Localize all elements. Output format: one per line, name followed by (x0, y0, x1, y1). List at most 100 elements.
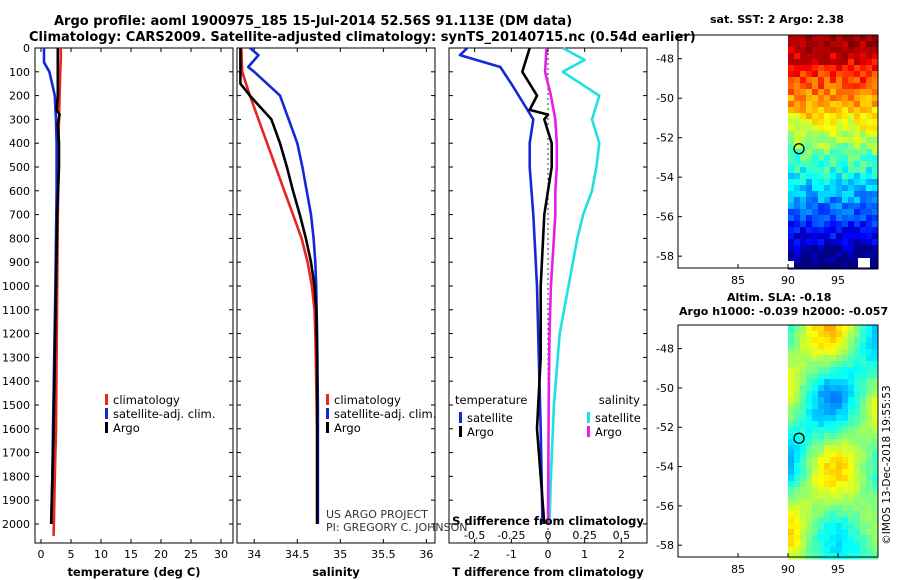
heatmap-cell (866, 487, 873, 494)
heatmap-cell (824, 197, 831, 204)
heatmap-cell (812, 505, 819, 512)
heatmap-cell (824, 361, 831, 368)
heatmap-cell (794, 475, 801, 482)
heatmap-cell (866, 385, 873, 392)
heatmap-cell (848, 499, 855, 506)
heatmap-cell (848, 179, 855, 186)
heatmap-cell (794, 71, 801, 78)
heatmap-cell (854, 71, 861, 78)
heatmap-cell (812, 197, 819, 204)
heatmap-cell (842, 257, 849, 264)
x-tick-label: 5 (68, 548, 75, 561)
heatmap-cell (872, 517, 879, 524)
x-tick-label: 0 (545, 548, 552, 561)
heatmap-cell (794, 337, 801, 344)
heatmap-cell (836, 125, 843, 132)
heatmap-cell (824, 421, 831, 428)
land-mask-patch (786, 261, 794, 268)
heatmap-cell (830, 233, 837, 240)
heatmap-cell (788, 149, 795, 156)
heatmap-cell (818, 197, 825, 204)
heatmap-cell (842, 125, 849, 132)
heatmap-cell (866, 125, 873, 132)
heatmap-cell (788, 215, 795, 222)
heatmap-cell (848, 203, 855, 210)
heatmap-cell (866, 221, 873, 228)
heatmap-cell (830, 113, 837, 120)
heatmap-cell (872, 391, 879, 398)
heatmap-cell (806, 475, 813, 482)
heatmap-cell (848, 493, 855, 500)
heatmap-cell (872, 95, 879, 102)
heatmap-cell (848, 445, 855, 452)
heatmap-cell (794, 47, 801, 54)
heatmap-cell (836, 541, 843, 548)
heatmap-cell (848, 245, 855, 252)
heatmap-cell (824, 101, 831, 108)
heatmap-cell (842, 379, 849, 386)
heatmap-cell (818, 263, 825, 270)
heatmap-cell (872, 41, 879, 48)
heatmap-cell (818, 185, 825, 192)
heatmap-cell (818, 439, 825, 446)
heatmap-cell (788, 349, 795, 356)
heatmap-cell (824, 35, 831, 42)
heatmap-cell (836, 553, 843, 560)
heatmap-cell (818, 367, 825, 374)
heatmap-cell (788, 227, 795, 234)
heatmap-cell (794, 149, 801, 156)
map-y-tick-label: -54 (656, 171, 674, 184)
heatmap-cell (788, 53, 795, 60)
heatmap-cell (794, 197, 801, 204)
heatmap-cell (818, 113, 825, 120)
heatmap-cell (806, 101, 813, 108)
heatmap-cell (788, 355, 795, 362)
heatmap-cell (842, 475, 849, 482)
heatmap-cell (788, 445, 795, 452)
heatmap-cell (860, 137, 867, 144)
heatmap-cell (806, 83, 813, 90)
heatmap-cell (872, 191, 879, 198)
heatmap-cell (812, 337, 819, 344)
heatmap-cell (866, 355, 873, 362)
heatmap-cell (860, 433, 867, 440)
heatmap-cell (812, 517, 819, 524)
heatmap-cell (830, 493, 837, 500)
heatmap-cell (806, 185, 813, 192)
heatmap-cell (872, 427, 879, 434)
heatmap-cell (848, 209, 855, 216)
heatmap-cell (866, 553, 873, 560)
heatmap-cell (866, 185, 873, 192)
heatmap-cell (836, 215, 843, 222)
heatmap-cell (860, 215, 867, 222)
map-y-tick-label: -56 (656, 500, 674, 513)
heatmap-cell (824, 505, 831, 512)
heatmap-cell (854, 137, 861, 144)
x-tick-label: 35.5 (371, 548, 396, 561)
heatmap-cell (848, 143, 855, 150)
heatmap-cell (842, 179, 849, 186)
heatmap-cell (872, 511, 879, 518)
legend-swatch (105, 394, 108, 405)
heatmap-cell (860, 167, 867, 174)
heatmap-cell (788, 173, 795, 180)
heatmap-cell (836, 421, 843, 428)
heatmap-cell (866, 499, 873, 506)
heatmap-cell (836, 469, 843, 476)
heatmap-cell (830, 433, 837, 440)
heatmap-cell (842, 421, 849, 428)
heatmap-cell (812, 47, 819, 54)
heatmap-cell (848, 95, 855, 102)
heatmap-cell (794, 487, 801, 494)
heatmap-cell (812, 553, 819, 560)
heatmap-cell (866, 337, 873, 344)
heatmap-cell (806, 541, 813, 548)
heatmap-cell (812, 227, 819, 234)
heatmap-cell (860, 325, 867, 332)
heatmap-cell (836, 137, 843, 144)
heatmap-cell (806, 469, 813, 476)
heatmap-cell (806, 35, 813, 42)
heatmap-cell (812, 173, 819, 180)
heatmap-cell (872, 325, 879, 332)
heatmap-cell (860, 95, 867, 102)
